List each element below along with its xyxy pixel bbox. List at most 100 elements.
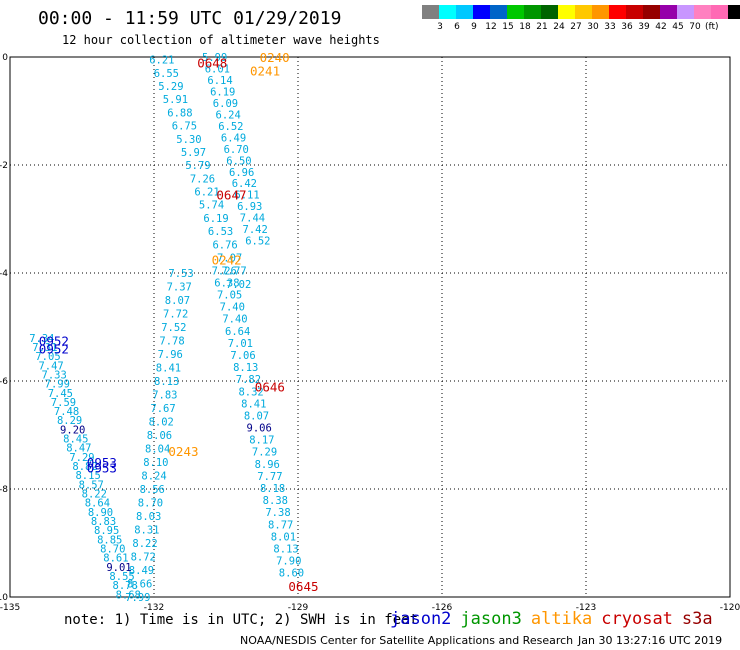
wave-height-value: 6.21: [149, 55, 174, 67]
wave-height-value: 5.79: [185, 160, 210, 172]
y-tick-label: -6: [0, 377, 8, 387]
wave-height-value: 8.31: [134, 525, 159, 537]
pass-time-label: 0953: [87, 460, 117, 475]
wave-height-value: 6.75: [172, 121, 197, 133]
wave-height-value: 7.29: [252, 447, 277, 459]
wave-height-value: 7.90: [276, 556, 301, 568]
wave-height-value: 8.06: [147, 430, 172, 442]
wave-height-value: 8.18: [260, 483, 285, 495]
color-swatch: [728, 5, 740, 19]
pass-time-label: 0647: [216, 188, 246, 203]
wave-height-value: 7.77: [257, 471, 282, 483]
pass-time-label: 0953: [87, 455, 117, 470]
color-swatch: [507, 5, 524, 19]
wave-height-value: 7.59: [51, 397, 76, 409]
wave-height-value: 7.40: [220, 302, 245, 314]
wave-height-value: 8.13: [233, 362, 258, 374]
wave-height-value: 8.45: [63, 434, 88, 446]
wave-height-value: 6.53: [208, 226, 233, 238]
x-tick-label: -120: [720, 603, 740, 613]
wave-height-value: 8.61: [103, 553, 128, 565]
legend-item-cryosat: cryosat: [601, 609, 673, 629]
wave-height-value: 5.99: [202, 52, 227, 64]
color-scale-label: 70: [689, 22, 701, 32]
wave-height-value: 8.41: [156, 363, 181, 375]
wave-height-value: 6.93: [237, 201, 262, 213]
wave-height-value: 8.15: [75, 470, 100, 482]
wave-height-value: 8.95: [94, 525, 119, 537]
wave-height-value: 7.48: [54, 406, 79, 418]
legend-item-s3a: s3a: [681, 609, 713, 629]
wave-height-value: 7.40: [222, 314, 247, 326]
color-swatch: [711, 5, 728, 19]
y-tick-label: -10: [0, 593, 8, 603]
color-scale-unit: (ft): [705, 22, 719, 32]
wave-height-value: 8.90: [88, 507, 113, 519]
color-scale-label: 15: [502, 22, 514, 32]
footnote: note: 1) Time is in UTC; 2) SWH is in fe…: [64, 612, 419, 628]
wave-height-value: 5.91: [163, 94, 188, 106]
wave-height-value: 8.22: [132, 538, 157, 550]
color-scale-label: 21: [536, 22, 548, 32]
wave-height-value: 8.64: [85, 498, 110, 510]
color-swatch: [575, 5, 592, 19]
wave-height-value: 5.74: [199, 200, 224, 212]
wave-height-value: 9.20: [60, 424, 85, 436]
credit-text: NOAA/NESDIS Center for Satellite Applica…: [240, 634, 574, 647]
x-tick-label: -129: [288, 603, 309, 613]
wave-height-value: 6.11: [234, 190, 259, 202]
x-tick-label: -135: [0, 603, 20, 613]
wave-height-value: 8.57: [79, 479, 104, 491]
wave-height-value: 7.82: [236, 374, 261, 386]
wave-height-value: 7.53: [168, 268, 193, 280]
wave-height-value: 8.60: [279, 568, 304, 580]
wave-height-value: 8.13: [154, 376, 179, 388]
wave-height-value: 7.45: [48, 388, 73, 400]
wave-height-value: 8.13: [273, 544, 298, 556]
color-swatch: [439, 5, 456, 19]
wave-height-value: 8.04: [145, 444, 170, 456]
wave-height-value: 8.22: [82, 489, 107, 501]
wave-height-value: 7.83: [152, 390, 177, 402]
wave-height-value: 8.70: [138, 498, 163, 510]
wave-height-value: 5.30: [176, 134, 201, 146]
wave-height-value: 7.78: [159, 336, 184, 348]
wave-height-value: 8.01: [271, 531, 296, 543]
x-tick-label: -126: [432, 603, 453, 613]
wave-height-value: 8.78: [113, 580, 138, 592]
wave-height-value: 8.38: [263, 495, 288, 507]
wave-height-value: 7.26: [212, 265, 237, 277]
pass-time-label: 0241: [250, 64, 280, 79]
wave-height-value: 6.50: [226, 155, 251, 167]
satellite-legend: jason2 jason3 altika cryosat s3a: [390, 609, 722, 629]
wave-height-value: 6.55: [154, 68, 179, 80]
pass-time-label: 0645: [288, 579, 318, 594]
wave-height-value: 7.37: [167, 282, 192, 294]
wave-height-value: 6.09: [213, 98, 238, 110]
color-swatch: [643, 5, 660, 19]
pass-time-label: 0648: [197, 55, 227, 70]
map-grid: [9, 56, 731, 598]
wave-height-value: 8.82: [72, 461, 97, 473]
pass-time-label: 0240: [260, 50, 290, 65]
wave-height-value: 8.29: [57, 415, 82, 427]
axis-tick-labels: -135 -132 -129 -126 -123 -120 0 -2 -4 -6 -8 -10: [0, 53, 740, 613]
wave-height-value: 7.96: [158, 349, 183, 361]
map-title: 00:00 - 11:59 UTC 01/29/2019: [38, 8, 342, 29]
y-tick-label: 0: [2, 53, 8, 63]
wave-height-value: 7.67: [150, 403, 175, 415]
wave-height-value: 7.72: [163, 309, 188, 321]
wave-height-value: 7.99: [45, 379, 70, 391]
wave-height-value: 7.01: [228, 338, 253, 350]
color-scale-label: 6: [454, 22, 460, 32]
wave-height-value: 8.02: [149, 417, 174, 429]
wave-height-value: 8.41: [241, 398, 266, 410]
wave-height-value: 7.77: [221, 266, 246, 278]
wave-height-value: 5.97: [181, 147, 206, 159]
color-scale-label: 3: [437, 22, 443, 32]
color-scale-label: 42: [655, 22, 667, 32]
pass-time-label: 0952: [39, 342, 69, 357]
wave-height-value: 8.17: [249, 435, 274, 447]
color-swatch: [558, 5, 575, 19]
